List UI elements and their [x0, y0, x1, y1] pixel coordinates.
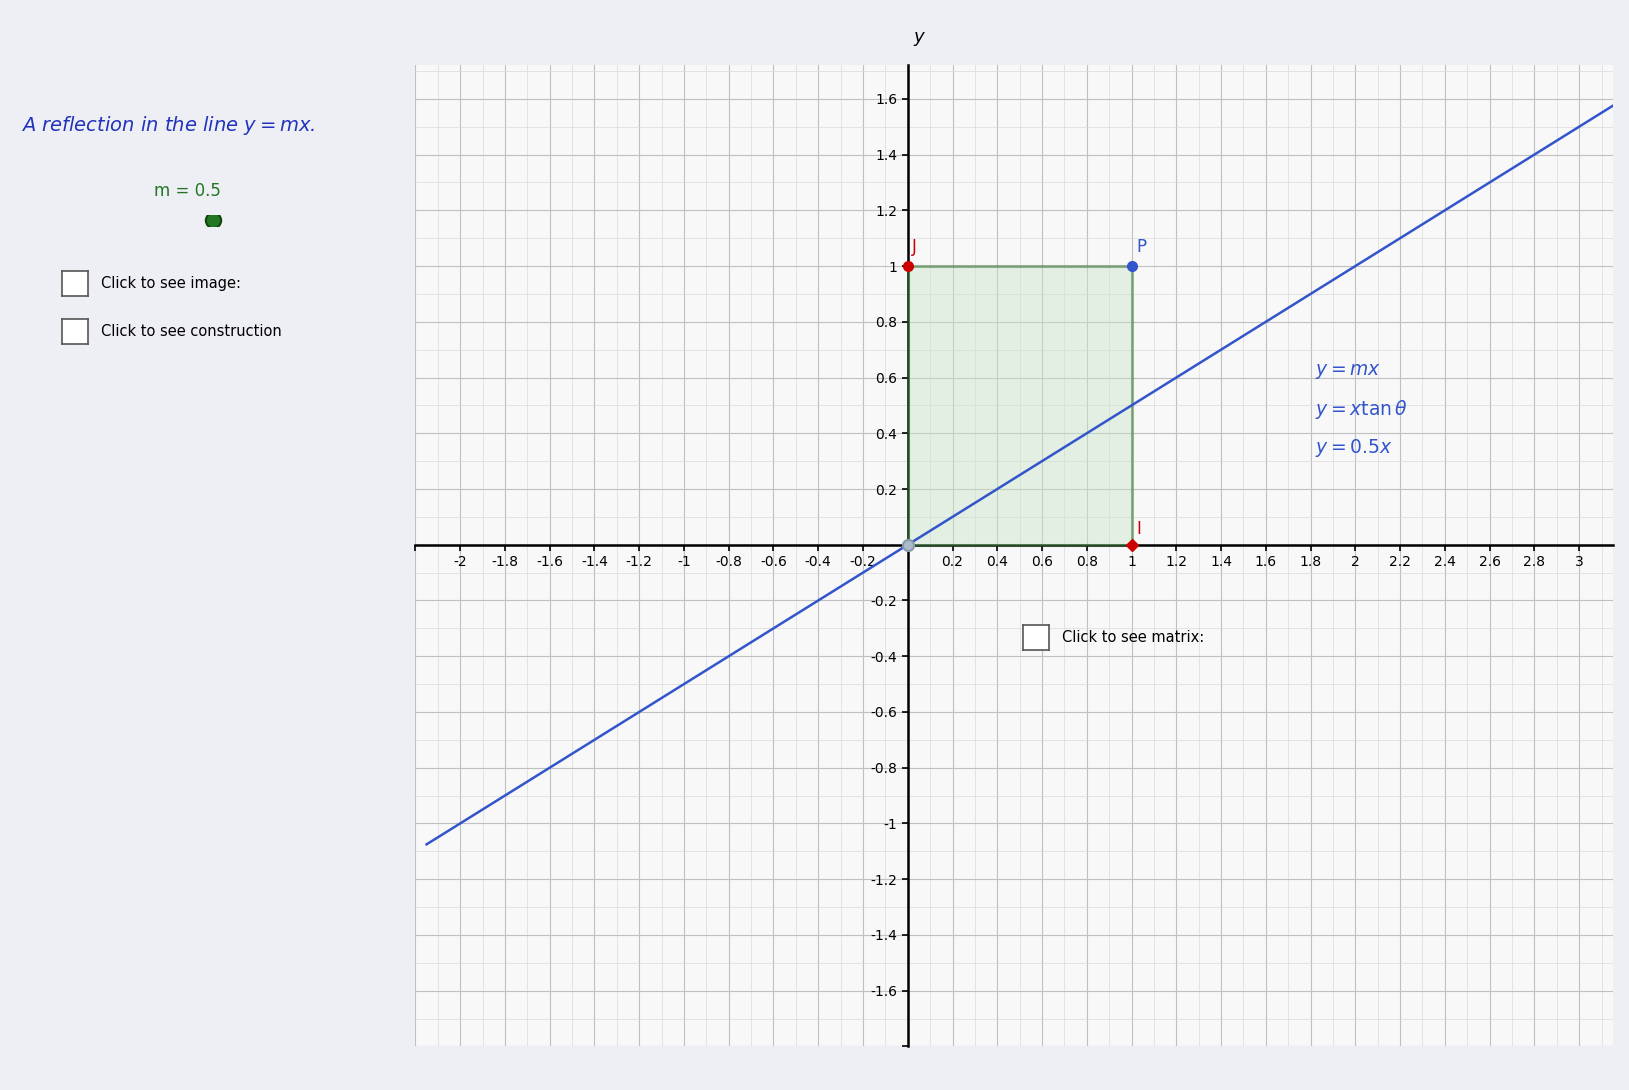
Text: I: I — [1135, 520, 1140, 537]
Bar — [907, 266, 1132, 545]
Text: Click to see matrix:: Click to see matrix: — [1062, 630, 1204, 645]
Text: Click to see image:: Click to see image: — [101, 276, 241, 291]
Text: Click to see construction: Click to see construction — [101, 324, 282, 339]
Text: J: J — [912, 238, 917, 256]
Text: $y = mx$
$y = x \tan \theta$
$y = 0.5x$: $y = mx$ $y = x \tan \theta$ $y = 0.5x$ — [1315, 363, 1407, 460]
Text: A reflection in the line $y = mx$.: A reflection in the line $y = mx$. — [21, 114, 316, 137]
Text: y: y — [914, 28, 924, 46]
Text: P: P — [1135, 238, 1147, 256]
Text: m = 0.5: m = 0.5 — [153, 182, 222, 199]
